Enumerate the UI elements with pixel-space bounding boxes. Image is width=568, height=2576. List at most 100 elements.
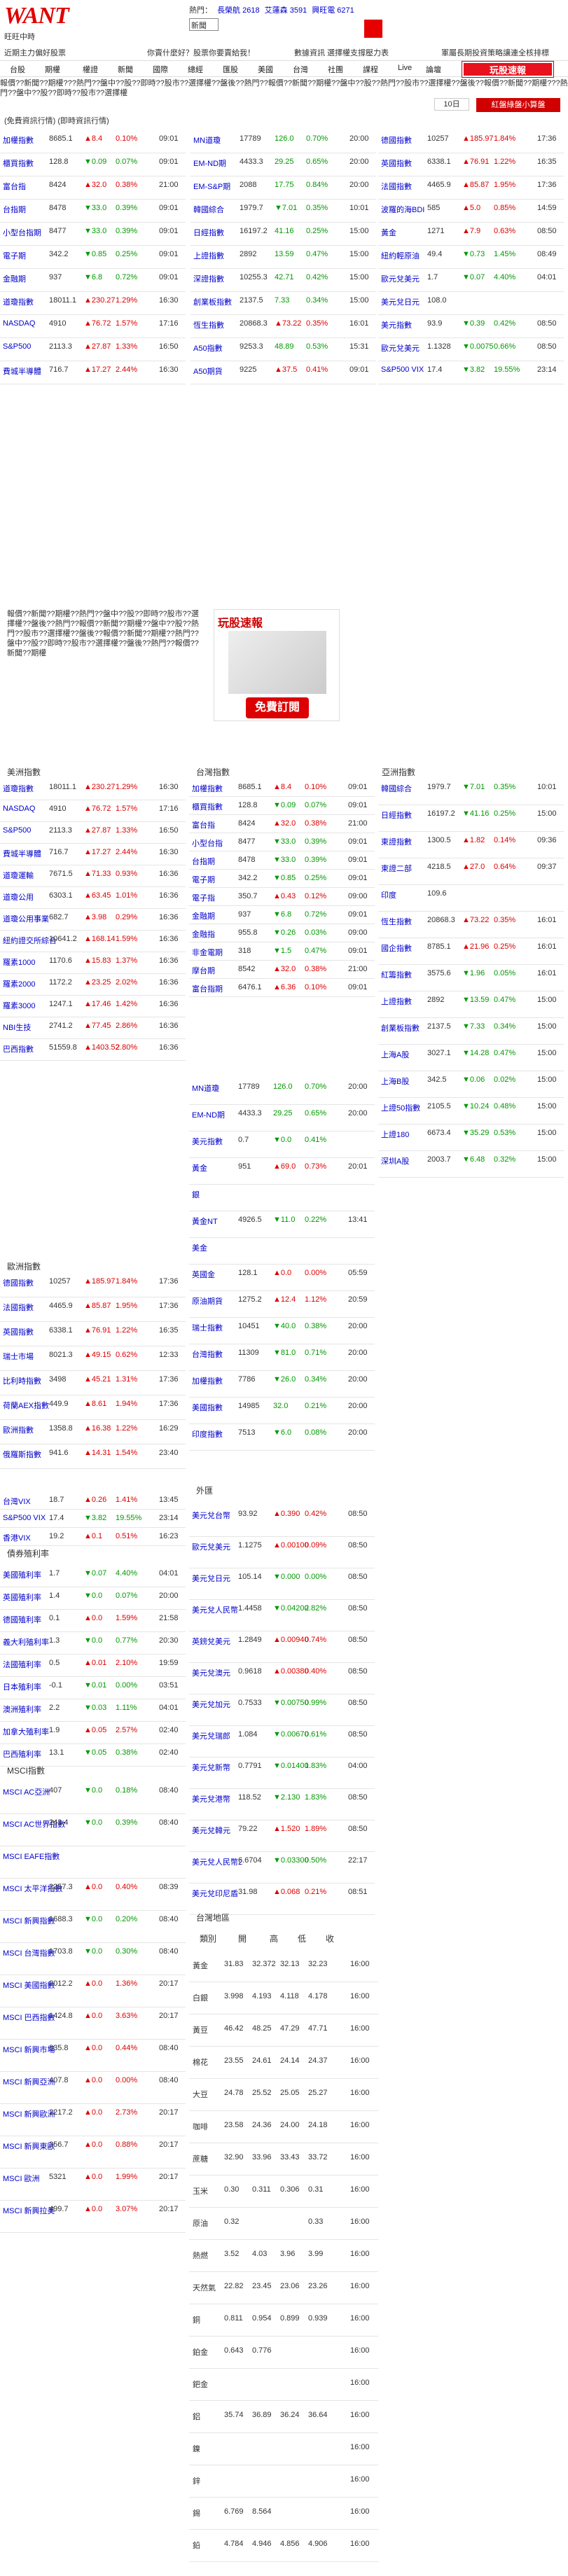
quote-name[interactable]: 小型台指期 bbox=[3, 229, 41, 237]
promo-link[interactable]: 近期主力偏好股票 bbox=[4, 49, 66, 57]
quote-row[interactable]: 紐約證交所綜合 10641.2 ▲168.14 1.59% 16:36 bbox=[0, 931, 186, 952]
quote-name[interactable]: 小型台指 bbox=[192, 840, 223, 848]
quote-row[interactable]: 法國殖利率 0.5 ▲0.01 2.10% 19:59 bbox=[0, 1655, 186, 1677]
quote-name[interactable]: MSCI 美國指數 bbox=[3, 1982, 55, 1990]
quote-name[interactable]: S&P500 VIX bbox=[3, 1514, 46, 1522]
quick-news-button[interactable]: 玩股速報 bbox=[462, 61, 554, 78]
quote-row[interactable]: 上證180 6673.4 ▼35.29 0.53% 15:00 bbox=[378, 1125, 564, 1151]
quote-row[interactable]: 台灣VIX 18.7 ▲0.26 1.41% 13:45 bbox=[0, 1491, 186, 1510]
quote-name[interactable]: MN道瓊 bbox=[193, 137, 221, 145]
sector-row[interactable]: 鉑金 0.643 0.776 16:00 bbox=[189, 2337, 378, 2369]
quote-name[interactable]: 黃金NT bbox=[192, 1218, 218, 1226]
quote-row[interactable]: 英國指數 6338.1 ▲76.91 1.22% 16:35 bbox=[0, 1322, 186, 1346]
quote-name[interactable]: 韓國綜合 bbox=[193, 206, 224, 214]
sector-row[interactable]: 熱燃 3.52 4.03 3.96 3.99 16:00 bbox=[189, 2240, 378, 2272]
quote-row[interactable]: 美元兌新幣 0.7791 ▼0.01400 1.83% 04:00 bbox=[189, 1757, 375, 1789]
quote-row[interactable]: 巴西殖利率 13.1 ▼0.05 0.38% 02:40 bbox=[0, 1744, 186, 1767]
quote-row[interactable]: 美元兌加元 0.7533 ▼0.00750 0.99% 08:50 bbox=[189, 1694, 375, 1726]
quote-row[interactable]: 富台指 8424 ▲32.0 0.38% 21:00 bbox=[0, 176, 186, 200]
quote-name[interactable]: 羅素1000 bbox=[3, 959, 36, 967]
quote-row[interactable]: 電子期 342.2 ▼0.85 0.25% 09:01 bbox=[189, 870, 375, 888]
quote-name[interactable]: 法國殖利率 bbox=[3, 1661, 41, 1669]
quote-row[interactable]: 德國指數 10257 ▲185.97 1.84% 17:36 bbox=[378, 130, 564, 153]
quote-name[interactable]: 金融期 bbox=[192, 912, 215, 921]
quote-row[interactable]: S&P500 2113.3 ▲27.87 1.33% 16:50 bbox=[0, 338, 186, 361]
quote-row[interactable]: 英國金 128.1 ▲0.0 0.00% 05:59 bbox=[189, 1265, 375, 1291]
quote-name[interactable]: MSCI AC亞洲 bbox=[3, 1788, 50, 1797]
quote-row[interactable]: 美元兌日元 108.0 bbox=[378, 292, 564, 315]
quote-name[interactable]: 非金電期 bbox=[192, 949, 223, 957]
promo-link[interactable]: 軍屬長期投資策略讓連全核排標 bbox=[441, 49, 549, 57]
quote-name[interactable]: 道瓊指數 bbox=[3, 298, 34, 307]
quote-name[interactable]: MSCI 新興歐洲 bbox=[3, 2110, 55, 2119]
quote-name[interactable]: 羅素3000 bbox=[3, 1002, 36, 1010]
quote-row[interactable]: 黃金 951 ▲69.0 0.73% 20:01 bbox=[189, 1158, 375, 1185]
quote-row[interactable]: 道瓊公用事業 682.7 ▲3.98 0.29% 16:36 bbox=[0, 909, 186, 931]
quote-name[interactable]: 道瓊公用事業 bbox=[3, 915, 49, 924]
quote-row[interactable]: MSCI 新興市場 835.8 ▲0.0 0.44% 08:40 bbox=[0, 2040, 186, 2072]
quote-row[interactable]: MSCI 台灣指數 1703.8 ▼0.0 0.30% 08:40 bbox=[0, 1943, 186, 1975]
quote-name[interactable]: 費城半導體 bbox=[3, 850, 41, 858]
quote-row[interactable]: 東證指數 1300.5 ▲1.82 0.14% 09:36 bbox=[378, 832, 564, 858]
quote-row[interactable]: 道瓊指數 18011.1 ▲230.27 1.29% 16:30 bbox=[0, 779, 186, 800]
nav-item[interactable]: 論壇 bbox=[426, 66, 441, 74]
quote-row[interactable]: 日經指數 16197.2 41.16 0.25% 15:00 bbox=[191, 223, 376, 246]
quote-row[interactable]: 韓國綜合 1979.7 ▼7.01 0.35% 10:01 bbox=[378, 779, 564, 805]
quote-row[interactable]: 澳洲殖利率 2.2 ▼0.03 1.11% 04:01 bbox=[0, 1699, 186, 1722]
quote-row[interactable]: 台指期 8478 ▼33.0 0.39% 09:01 bbox=[189, 851, 375, 870]
quote-row[interactable]: 德國殖利率 0.1 ▲0.0 1.59% 21:58 bbox=[0, 1610, 186, 1632]
quote-name[interactable]: 黃金 bbox=[192, 1164, 207, 1173]
quote-row[interactable]: 銀 bbox=[189, 1185, 375, 1211]
nav-item[interactable]: 國際 bbox=[153, 66, 168, 74]
quote-name[interactable]: 上海B股 bbox=[381, 1078, 410, 1086]
quote-name[interactable]: 金融指 bbox=[192, 931, 215, 939]
quote-name[interactable]: 日經指數 bbox=[381, 812, 412, 820]
quote-row[interactable]: 羅素3000 1247.1 ▲17.46 1.42% 16:36 bbox=[0, 996, 186, 1017]
quote-row[interactable]: 金融期 937 ▼6.8 0.72% 09:01 bbox=[189, 906, 375, 924]
quote-name[interactable]: 富台指期 bbox=[192, 985, 223, 994]
quote-row[interactable]: MSCI EAFE指數 bbox=[0, 1846, 186, 1879]
quote-row[interactable]: MSCI AC亞洲 407 ▼0.0 0.18% 08:40 bbox=[0, 1782, 186, 1814]
nav-item[interactable]: 總經 bbox=[188, 66, 203, 74]
quote-row[interactable]: 美元指數 93.9 ▼0.39 0.42% 08:50 bbox=[378, 315, 564, 338]
quote-row[interactable]: 深證指數 10255.3 42.71 0.42% 15:00 bbox=[191, 269, 376, 292]
quote-row[interactable]: 小型台指 8477 ▼33.0 0.39% 09:01 bbox=[189, 833, 375, 851]
quote-row[interactable]: 台灣指數 11309 ▼81.0 0.71% 20:00 bbox=[189, 1344, 375, 1371]
quote-row[interactable]: 加權指數 8685.1 ▲8.4 0.10% 09:01 bbox=[189, 779, 375, 797]
quote-name[interactable]: 印度 bbox=[381, 891, 396, 900]
quote-name[interactable]: 美元兌澳元 bbox=[192, 1669, 230, 1678]
quote-row[interactable]: 印度指數 7513 ▼6.0 0.08% 20:00 bbox=[189, 1424, 375, 1451]
quote-row[interactable]: 上證指數 2892 ▼13.59 0.47% 15:00 bbox=[378, 991, 564, 1018]
quote-row[interactable]: 台指期 8478 ▼33.0 0.39% 09:01 bbox=[0, 200, 186, 223]
quote-row[interactable]: 美國殖利率 1.7 ▼0.07 4.40% 04:01 bbox=[0, 1565, 186, 1587]
quote-name[interactable]: 美元兌新幣 bbox=[192, 1764, 230, 1772]
quote-name[interactable]: 印度指數 bbox=[192, 1430, 223, 1439]
quote-name[interactable]: 電子期 bbox=[192, 876, 215, 884]
sector-row[interactable]: 黃金 31.83 32.372 32.13 32.23 16:00 bbox=[189, 1950, 378, 1982]
nav-item[interactable]: Live bbox=[398, 64, 413, 72]
quote-row[interactable]: 羅素2000 1172.2 ▲23.25 2.02% 16:36 bbox=[0, 974, 186, 996]
quote-row[interactable]: 歐元兌美元 1.1275 ▲0.00100 0.09% 08:50 bbox=[189, 1537, 375, 1568]
quote-name[interactable]: MSCI 新興拉美 bbox=[3, 2207, 55, 2215]
quote-row[interactable]: 義大利殖利率 1.3 ▼0.0 0.77% 20:30 bbox=[0, 1632, 186, 1655]
quote-name[interactable]: 東證指數 bbox=[381, 838, 412, 847]
site-logo[interactable]: WANT 旺旺中時 bbox=[4, 3, 95, 45]
quote-name[interactable]: 美元指數 bbox=[192, 1138, 223, 1146]
quote-row[interactable]: MSCI 新興指數 1688.3 ▼0.0 0.20% 08:40 bbox=[0, 1911, 186, 1943]
quote-name[interactable]: 道瓊運輸 bbox=[3, 872, 34, 880]
nav-item[interactable]: 美國 bbox=[258, 66, 273, 74]
quote-row[interactable]: 巴西指數 51559.8 ▲1403.52 2.80% 16:36 bbox=[0, 1039, 186, 1061]
quote-row[interactable]: 深圳A股 2003.7 ▼6.48 0.32% 15:00 bbox=[378, 1151, 564, 1178]
nav-item[interactable]: 匯股 bbox=[223, 66, 238, 74]
quote-name[interactable]: 台灣指數 bbox=[192, 1351, 223, 1359]
sector-row[interactable]: 鋅 16:00 bbox=[189, 2465, 378, 2498]
quote-name[interactable]: S&P500 bbox=[3, 826, 32, 835]
quote-name[interactable]: 深證指數 bbox=[193, 275, 224, 284]
quote-name[interactable]: MSCI 新興亞洲 bbox=[3, 2078, 55, 2087]
quote-name[interactable]: 美元兌韓元 bbox=[192, 1827, 230, 1835]
quote-name[interactable]: 羅素2000 bbox=[3, 980, 36, 989]
quote-row[interactable]: 瑞士指數 10451 ▼40.0 0.38% 20:00 bbox=[189, 1318, 375, 1344]
quote-name[interactable]: MSCI 新興指數 bbox=[3, 1917, 55, 1926]
quote-name[interactable]: 金融期 bbox=[3, 275, 26, 284]
quote-name[interactable]: 澳洲殖利率 bbox=[3, 1706, 41, 1714]
